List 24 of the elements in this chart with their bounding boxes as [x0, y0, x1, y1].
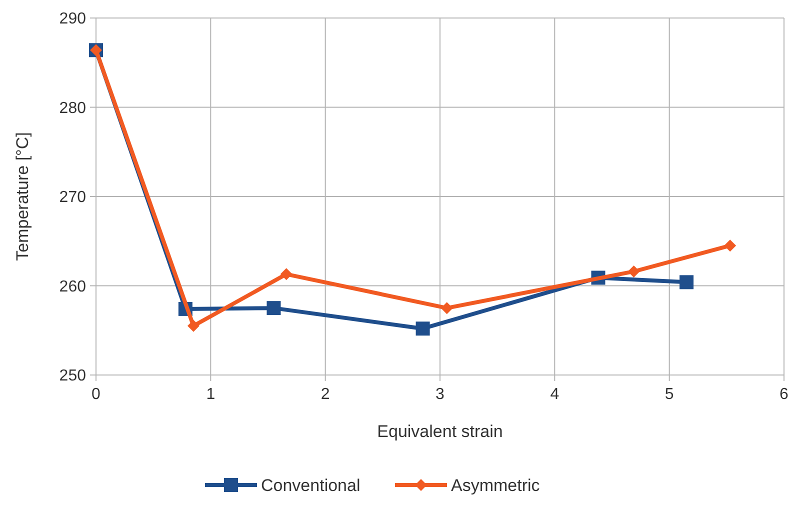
x-axis-title: Equivalent strain	[377, 422, 503, 441]
point	[280, 268, 292, 280]
point	[187, 320, 200, 332]
y-tick-label: 250	[59, 368, 86, 385]
legend-label: Conventional	[261, 476, 360, 495]
point	[416, 322, 430, 336]
x-tick-label: 4	[550, 386, 560, 403]
y-tick-label: 260	[59, 278, 86, 296]
legend-label: Asymmetric	[451, 476, 540, 495]
x-tick-label: 1	[206, 386, 216, 403]
point	[440, 302, 453, 314]
point	[266, 301, 281, 316]
y-tick-label: 280	[59, 100, 86, 117]
x-tick-label: 6	[780, 386, 789, 403]
x-tick-label: 0	[92, 386, 101, 403]
x-tick-label: 3	[436, 386, 445, 403]
y-tick-label: 290	[59, 10, 86, 28]
x-tick-label: 5	[664, 386, 674, 403]
y-tick-label: 270	[59, 189, 86, 206]
point	[724, 240, 736, 252]
point	[680, 275, 694, 290]
point	[628, 265, 640, 278]
y-axis-title: Temperature [°C]	[13, 132, 32, 261]
x-tick-label: 2	[320, 386, 330, 403]
